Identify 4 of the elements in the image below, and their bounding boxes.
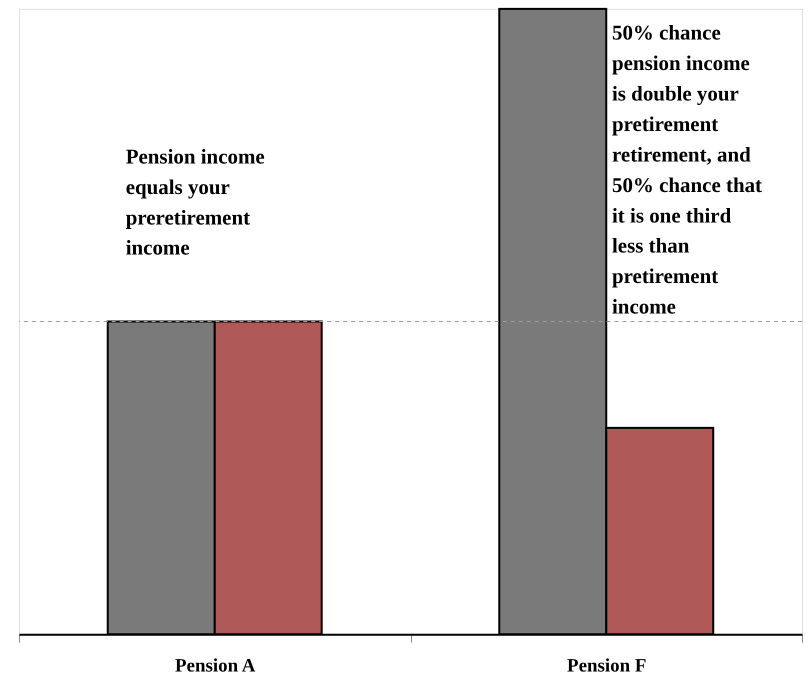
x-tick-label: Pension F [567,656,646,677]
annotation: Pension income equals your preretirement income [126,144,265,260]
text: 50% chance pension income is double your pretirement retirement, and 50% chance that it is one third less than pretirement income [612,20,762,319]
x-tick-label: Pension A [174,656,256,677]
